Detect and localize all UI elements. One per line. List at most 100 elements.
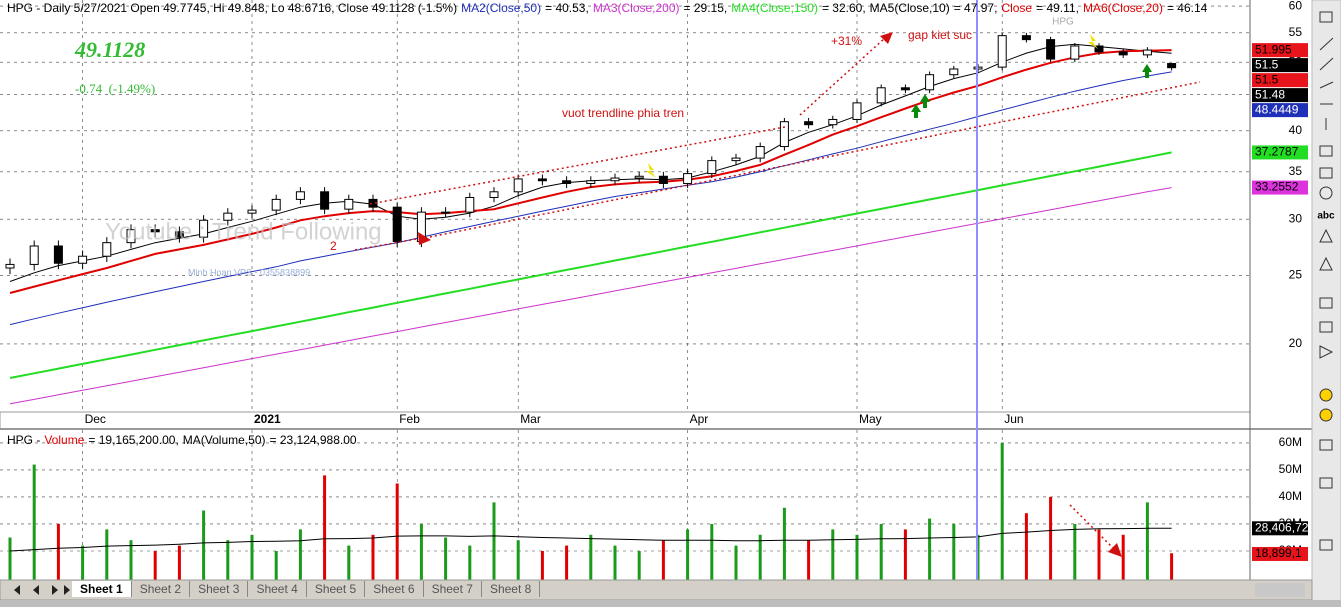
sheet-tab[interactable]: Sheet 3	[190, 581, 249, 597]
tool-icon[interactable]	[1319, 228, 1333, 243]
symbol-tag: HPG	[1052, 17, 1074, 28]
volume-bar	[32, 464, 36, 580]
candle-body	[1046, 39, 1056, 60]
nav-next[interactable]	[52, 585, 58, 595]
tool-label[interactable]: abc	[1317, 211, 1335, 222]
candle-body	[562, 180, 572, 184]
y-tick-label: 30	[1289, 211, 1303, 225]
last-price: 49.1128	[74, 37, 145, 62]
tool-icon[interactable]	[1319, 186, 1333, 200]
arrow-head	[1108, 543, 1122, 557]
candle-body	[320, 191, 330, 210]
candle-body	[537, 178, 547, 182]
candle-body	[199, 219, 209, 238]
candle-body	[126, 229, 136, 244]
nav-first[interactable]	[14, 585, 20, 595]
x-axis-band	[0, 411, 1251, 430]
tab-nav	[14, 585, 70, 595]
candle-body	[876, 87, 886, 104]
tool-icon[interactable]	[1319, 439, 1333, 451]
volume-header: HPG - Volume = 19,165,200.00, MA(Volume,50)…	[7, 433, 361, 447]
tool-icon[interactable]	[1319, 408, 1333, 422]
candle-body	[513, 178, 523, 193]
price-badge	[1252, 546, 1308, 561]
sheet-tab[interactable]: Sheet 4	[248, 581, 307, 597]
volume-bar	[468, 545, 472, 580]
x-tick-label: Dec	[85, 412, 106, 426]
candle-body	[271, 198, 281, 211]
sheet-tab[interactable]: Sheet 6	[365, 581, 424, 597]
legend-value: = 32.60,	[821, 1, 866, 15]
price-badge	[1252, 103, 1308, 118]
volume-bar	[540, 550, 544, 580]
legend-name: Volume	[44, 433, 85, 447]
volume-bar	[226, 540, 230, 580]
volume-bar	[734, 545, 738, 580]
tool-icon[interactable]	[1319, 539, 1333, 551]
candle-body	[223, 212, 233, 221]
sheet-tab[interactable]: Sheet 5	[307, 581, 366, 597]
trendline	[424, 81, 1201, 239]
volume-bar	[323, 475, 327, 580]
candle-body	[1094, 45, 1104, 53]
y-tick-label: 40M	[1279, 489, 1302, 503]
price-header: HPG - Daily 5/27/2021 Open 49.7745, Hi 4…	[7, 1, 1211, 15]
tool-icon[interactable]	[1319, 297, 1333, 309]
volume-bar	[419, 523, 423, 580]
volume-bar	[8, 537, 12, 580]
legend-value: = 46.14	[1166, 1, 1208, 15]
signal-arrow	[911, 104, 921, 118]
sheet-tab[interactable]: Sheet 1	[72, 581, 132, 597]
legend-name: Close	[1001, 1, 1033, 15]
candle-body	[634, 175, 644, 179]
volume-bar	[903, 529, 907, 580]
candle-body	[465, 196, 475, 213]
nav-prev[interactable]	[33, 585, 39, 595]
trendline	[369, 126, 786, 205]
sheet-tab[interactable]: Sheet 7	[424, 581, 482, 597]
header-title: HPG -	[7, 433, 41, 447]
volume-bar	[1121, 534, 1125, 580]
price-badge	[1252, 145, 1308, 160]
candle-body	[489, 191, 499, 198]
price-badge	[1252, 43, 1308, 58]
tool-icon[interactable]	[1319, 345, 1334, 359]
volume-bar	[1097, 529, 1101, 580]
annotation: vuot trendline phia tren	[562, 106, 684, 120]
volume-bar	[274, 550, 278, 580]
toolbar	[1311, 0, 1341, 607]
arrow-head	[880, 32, 893, 44]
tool-icon[interactable]	[1319, 81, 1334, 89]
tool-icon[interactable]	[1319, 11, 1333, 23]
y-tick-label: 25	[1289, 267, 1303, 281]
candle-body	[1167, 63, 1177, 69]
tool-icon[interactable]	[1319, 477, 1333, 489]
candle-body	[102, 242, 112, 257]
tool-icon[interactable]	[1319, 57, 1334, 71]
annotation: 2	[330, 239, 337, 253]
tool-icon[interactable]	[1319, 256, 1333, 271]
volume-bar	[492, 502, 496, 580]
tool-icon[interactable]	[1319, 321, 1333, 333]
sheet-tab[interactable]: Sheet 8	[482, 581, 541, 597]
candle-body	[779, 121, 789, 148]
candle-body	[658, 175, 668, 184]
tool-icon[interactable]	[1319, 167, 1333, 179]
tool-icon[interactable]	[1319, 145, 1333, 157]
volume-bar	[56, 523, 60, 580]
volume-bar	[1024, 513, 1028, 580]
sheet-tab[interactable]: Sheet 2	[132, 581, 191, 597]
volume-bar	[395, 483, 399, 580]
volume-bar	[1049, 496, 1053, 580]
nav-last[interactable]	[64, 585, 70, 595]
scrollbar[interactable]	[1255, 583, 1305, 597]
y-tick-label: 60	[1289, 0, 1303, 12]
tool-icon[interactable]	[1319, 388, 1333, 402]
candle-body	[1142, 49, 1152, 56]
volume-bar	[250, 534, 254, 580]
tool-icon[interactable]	[1319, 37, 1334, 51]
badge-label: 28,406,72	[1255, 520, 1309, 534]
